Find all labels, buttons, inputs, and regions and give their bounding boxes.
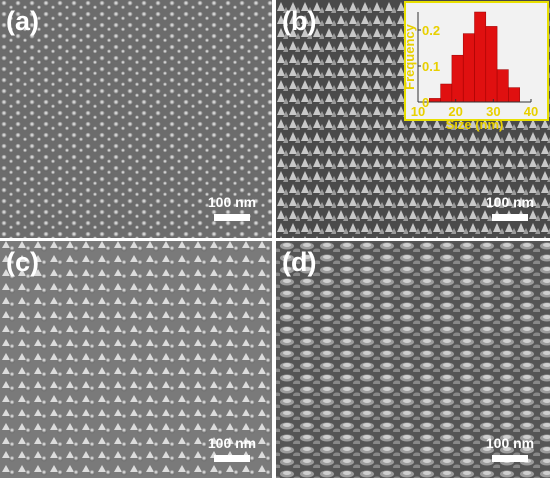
scale-bar	[214, 214, 250, 221]
sem-image	[0, 241, 272, 478]
histogram-bar	[462, 33, 475, 103]
sem-image	[0, 0, 272, 238]
x-tick-label: 40	[524, 104, 538, 119]
histogram-bar	[451, 54, 464, 103]
scale-bar-label: 100 nm	[208, 194, 256, 210]
x-tick-label: 30	[486, 104, 500, 119]
y-tick-label: 0.2	[422, 23, 440, 38]
scale-bar	[214, 455, 250, 462]
histogram-bar	[485, 26, 498, 103]
y-tick-label: 0.1	[422, 59, 440, 74]
sem-image	[276, 241, 550, 478]
histogram-bar	[508, 87, 520, 103]
histogram-bar	[429, 98, 441, 103]
y-axis-label: Frequency	[402, 23, 417, 90]
histogram-bar	[474, 11, 487, 103]
scale-bar	[492, 214, 528, 221]
x-axis-label: Size (nm)	[446, 117, 504, 132]
scale-bar	[492, 455, 528, 462]
x-tick-label: 10	[411, 104, 425, 119]
panel-label: (a)	[6, 6, 39, 36]
panel-label: (d)	[282, 247, 316, 277]
scale-bar-label: 100 nm	[486, 194, 534, 210]
histogram-bar	[440, 83, 453, 103]
panel-label: (c)	[6, 247, 39, 277]
scale-bar-label: 100 nm	[486, 435, 534, 451]
x-tick-label: 20	[448, 104, 462, 119]
histogram-bar	[496, 69, 509, 103]
panel-label: (b)	[282, 6, 316, 36]
y-tick-label: 0	[422, 95, 429, 110]
scale-bar-label: 100 nm	[208, 435, 256, 451]
